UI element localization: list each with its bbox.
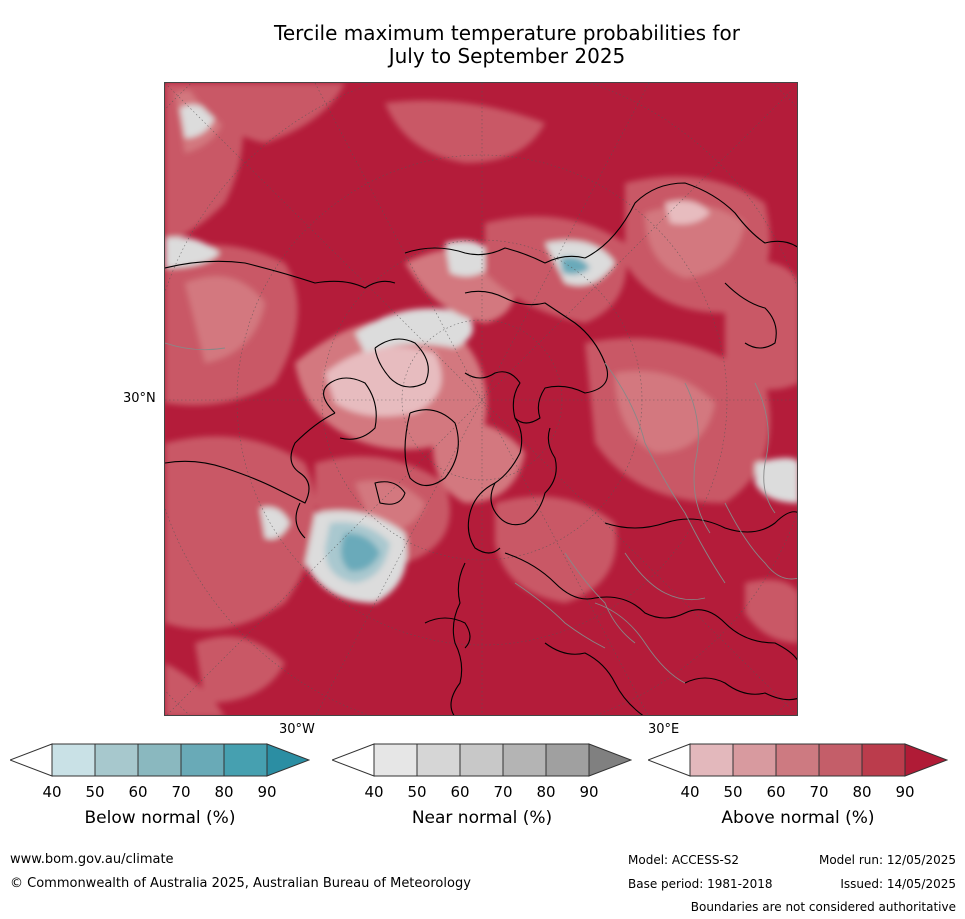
tick-label: 70 <box>809 783 829 801</box>
tick-label: 70 <box>171 783 191 801</box>
title-line-1: Tercile maximum temperature probabilitie… <box>274 21 740 45</box>
swatch-near-80-90 <box>545 743 590 777</box>
swatch-below-80-90 <box>223 743 268 777</box>
swatch-below-70-80 <box>180 743 225 777</box>
title-line-2: July to September 2025 <box>388 44 626 68</box>
colorbar-below-caption: Below normal (%) <box>84 808 236 828</box>
tick-label: 60 <box>450 783 470 801</box>
footer-model: Model: ACCESS-S2 <box>628 853 740 867</box>
swatch-above-gt90 <box>904 743 949 777</box>
swatch-near-gt90 <box>588 743 633 777</box>
coastlines <box>165 182 797 715</box>
footer-model-run: Model run: 12/05/2025 <box>818 853 956 867</box>
swatch-below-50-60 <box>94 743 139 777</box>
tick-label: 90 <box>579 783 599 801</box>
tick-label: 50 <box>723 783 743 801</box>
swatch-below-lt40 <box>8 743 53 777</box>
tick-label: 40 <box>42 783 62 801</box>
tick-label: 60 <box>766 783 786 801</box>
swatch-near-lt40 <box>330 743 375 777</box>
colorbar-near-normal: 40 50 60 70 80 90 Near normal (%) <box>330 743 633 828</box>
map-panel <box>164 82 798 716</box>
footer-url: www.bom.gov.au/climate <box>10 852 174 867</box>
map-title: Tercile maximum temperature probabilitie… <box>160 22 854 68</box>
tick-label: 60 <box>128 783 148 801</box>
swatch-below-gt90 <box>266 743 311 777</box>
footer-copyright: © Commonwealth of Australia 2025, Austra… <box>10 876 471 891</box>
colorbar-above-caption: Above normal (%) <box>721 808 875 828</box>
latitude-label-30n: 30°N <box>123 391 156 406</box>
longitude-label-30e: 30°E <box>648 722 680 737</box>
tick-label: 50 <box>407 783 427 801</box>
swatch-above-lt40 <box>646 743 691 777</box>
probability-regions <box>165 83 797 715</box>
swatch-near-60-70 <box>459 743 504 777</box>
colorbar-near-caption: Near normal (%) <box>411 808 553 828</box>
country-borders <box>165 342 797 684</box>
swatch-near-70-80 <box>502 743 547 777</box>
tick-label: 50 <box>85 783 105 801</box>
swatch-above-50-60 <box>732 743 777 777</box>
colorbar-near-swatches <box>330 743 633 777</box>
swatch-above-70-80 <box>818 743 863 777</box>
tick-label: 90 <box>895 783 915 801</box>
footer-disclaimer: Boundaries are not considered authoritat… <box>690 900 956 914</box>
swatch-near-40-50 <box>373 743 418 777</box>
graticule <box>165 83 797 715</box>
swatch-below-60-70 <box>137 743 182 777</box>
swatch-above-60-70 <box>775 743 820 777</box>
footer-base-period: Base period: 1981-2018 <box>628 877 773 891</box>
swatch-near-50-60 <box>416 743 461 777</box>
tick-label: 40 <box>680 783 700 801</box>
colorbar-above-normal: 40 50 60 70 80 90 Above normal (%) <box>646 743 949 828</box>
tick-label: 80 <box>214 783 234 801</box>
colorbar-below-normal: 40 50 60 70 80 90 Below normal (%) <box>8 743 311 828</box>
swatch-below-40-50 <box>51 743 96 777</box>
tick-label: 90 <box>257 783 277 801</box>
colorbar-above-swatches <box>646 743 949 777</box>
swatch-above-80-90 <box>861 743 906 777</box>
tick-label: 80 <box>536 783 556 801</box>
tick-label: 40 <box>364 783 384 801</box>
colorbar-below-swatches <box>8 743 311 777</box>
footer-issued: Issued: 14/05/2025 <box>840 877 956 891</box>
swatch-above-40-50 <box>689 743 734 777</box>
tick-label: 80 <box>852 783 872 801</box>
map-canvas <box>165 83 797 715</box>
longitude-label-30w: 30°W <box>279 722 315 737</box>
tick-label: 70 <box>493 783 513 801</box>
